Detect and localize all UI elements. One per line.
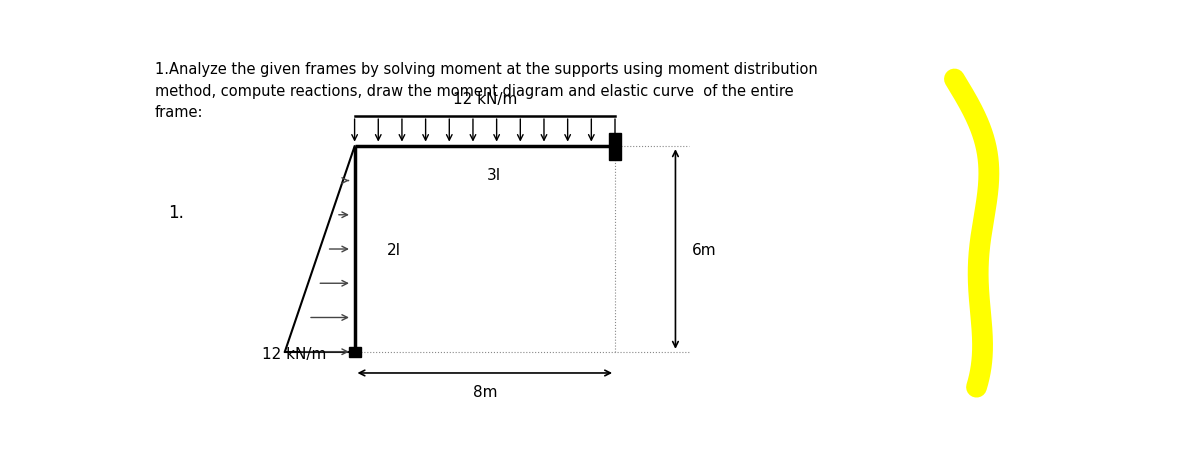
Text: 6m: 6m — [692, 242, 716, 257]
Bar — [608, 134, 622, 160]
Text: 1.Analyze the given frames by solving moment at the supports using moment distri: 1.Analyze the given frames by solving mo… — [155, 62, 817, 120]
Text: 8m: 8m — [473, 384, 497, 399]
Text: 1.: 1. — [168, 203, 185, 222]
Text: 12 kN/m: 12 kN/m — [452, 91, 517, 106]
Text: 3I: 3I — [487, 168, 502, 183]
Text: 2I: 2I — [388, 242, 401, 257]
Bar — [348, 347, 361, 357]
Text: 12 kN/m: 12 kN/m — [262, 346, 326, 361]
